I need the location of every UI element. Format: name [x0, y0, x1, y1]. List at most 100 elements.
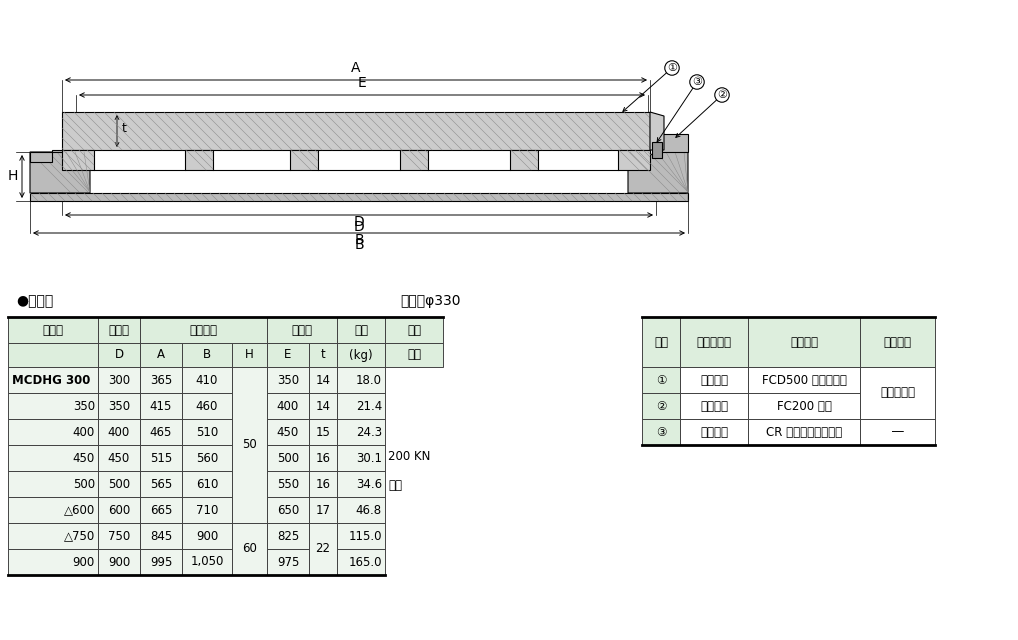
Bar: [140, 471, 182, 497]
Bar: [652, 142, 662, 158]
Text: 165.0: 165.0: [348, 556, 382, 568]
Bar: [8, 419, 98, 445]
Bar: [680, 419, 748, 445]
Bar: [748, 367, 860, 393]
Bar: [337, 523, 385, 549]
Bar: [182, 497, 232, 523]
Text: 450: 450: [277, 426, 299, 438]
Text: 115.0: 115.0: [348, 529, 382, 543]
Bar: [309, 445, 337, 471]
Bar: [385, 317, 443, 343]
Bar: [680, 367, 748, 393]
Bar: [860, 317, 935, 367]
Bar: [337, 393, 385, 419]
Bar: [267, 343, 309, 367]
Bar: [748, 393, 860, 419]
Text: 750: 750: [108, 529, 130, 543]
Bar: [267, 549, 309, 575]
Bar: [140, 523, 182, 549]
Bar: [8, 523, 98, 549]
Text: 実内径: 実内径: [109, 323, 129, 337]
Bar: [748, 419, 860, 445]
Bar: [140, 343, 182, 367]
Text: 450: 450: [108, 451, 130, 465]
Bar: [642, 317, 680, 367]
Bar: [748, 367, 860, 393]
Bar: [8, 367, 98, 393]
Bar: [642, 393, 680, 419]
Bar: [140, 523, 182, 549]
Bar: [98, 419, 140, 445]
Text: E: E: [357, 76, 366, 90]
Bar: [267, 419, 309, 445]
Bar: [510, 150, 538, 170]
Bar: [337, 419, 385, 445]
Bar: [267, 317, 337, 343]
Bar: [267, 393, 309, 419]
Bar: [182, 549, 232, 575]
Bar: [140, 367, 182, 393]
Text: 以上: 以上: [388, 479, 402, 492]
Bar: [140, 497, 182, 523]
Text: 17: 17: [316, 504, 331, 516]
Bar: [182, 445, 232, 471]
Bar: [642, 419, 680, 445]
Text: 荷重: 荷重: [407, 349, 421, 362]
Bar: [182, 393, 232, 419]
Bar: [337, 549, 385, 575]
Bar: [385, 343, 443, 367]
Text: 365: 365: [150, 374, 172, 387]
Bar: [8, 523, 98, 549]
Text: 16: 16: [316, 451, 331, 465]
Bar: [98, 497, 140, 523]
Text: 符　号: 符 号: [43, 323, 63, 337]
Text: B: B: [354, 238, 363, 252]
Text: 500: 500: [108, 477, 130, 490]
Bar: [680, 393, 748, 419]
Text: 900: 900: [195, 529, 218, 543]
Bar: [385, 343, 443, 367]
Bar: [680, 317, 748, 367]
Bar: [337, 549, 385, 575]
Bar: [98, 367, 140, 393]
Bar: [140, 471, 182, 497]
Bar: [309, 471, 337, 497]
Bar: [98, 445, 140, 471]
Text: 部番: 部番: [654, 335, 668, 349]
Bar: [309, 393, 337, 419]
Bar: [182, 343, 232, 367]
Bar: [182, 497, 232, 523]
Bar: [290, 150, 318, 170]
Bar: [8, 367, 98, 393]
Bar: [98, 523, 140, 549]
Text: 34.6: 34.6: [356, 477, 382, 490]
Text: 560: 560: [195, 451, 218, 465]
Text: 900: 900: [108, 556, 130, 568]
Bar: [140, 497, 182, 523]
Bar: [232, 343, 267, 367]
Text: FCD500 ダクタイル: FCD500 ダクタイル: [761, 374, 846, 387]
Text: D: D: [114, 349, 123, 362]
Bar: [8, 549, 98, 575]
Bar: [8, 497, 98, 523]
Bar: [140, 549, 182, 575]
Bar: [98, 343, 140, 367]
Text: CR クロロプレンゴム: CR クロロプレンゴム: [766, 426, 842, 438]
Bar: [62, 150, 94, 170]
Bar: [98, 393, 140, 419]
Bar: [140, 419, 182, 445]
Bar: [337, 317, 385, 343]
Bar: [337, 445, 385, 471]
Text: D: D: [353, 220, 364, 234]
Bar: [267, 445, 309, 471]
Text: 300: 300: [108, 374, 130, 387]
Bar: [309, 393, 337, 419]
Text: B: B: [354, 233, 363, 247]
Bar: [8, 419, 98, 445]
Bar: [309, 497, 337, 523]
Bar: [8, 393, 98, 419]
Text: 30.1: 30.1: [356, 451, 382, 465]
Text: 610: 610: [195, 477, 218, 490]
Bar: [642, 419, 680, 445]
Text: 500: 500: [73, 477, 95, 490]
